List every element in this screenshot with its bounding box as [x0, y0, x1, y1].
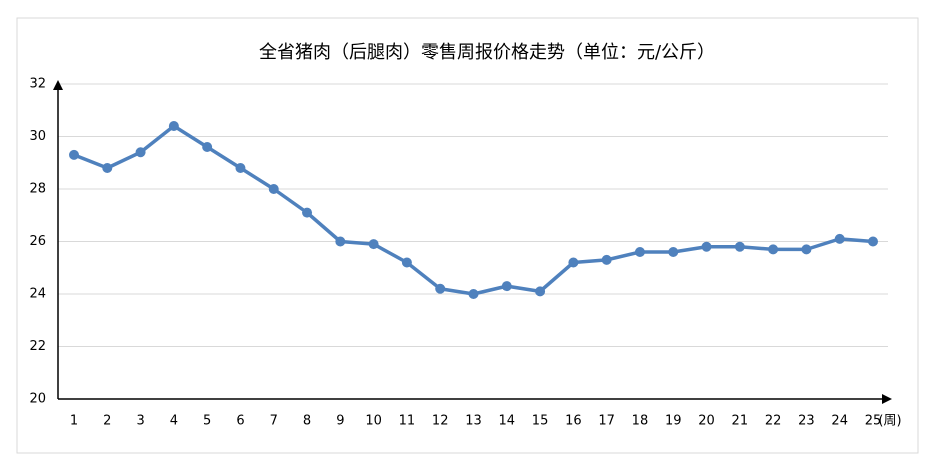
point: [801, 244, 812, 255]
x-tick-label: 22: [765, 414, 782, 429]
point: [435, 283, 446, 294]
point: [135, 147, 146, 158]
x-tick-label: 15: [532, 414, 549, 429]
point: [102, 163, 113, 173]
point: [668, 247, 679, 257]
x-tick-label: 16: [565, 414, 582, 429]
point: [168, 121, 179, 131]
x-axis-label: (周): [878, 414, 901, 429]
point: [634, 247, 645, 257]
chart-border: [16, 17, 919, 454]
point: [268, 184, 279, 194]
point: [468, 289, 479, 299]
x-tick-label: 21: [732, 414, 749, 429]
point: [568, 257, 579, 268]
x-tick-label: 6: [236, 414, 244, 429]
x-tick-label: 2: [103, 414, 111, 429]
point: [202, 142, 213, 152]
x-tick-label: 25: [865, 414, 882, 429]
y-tick-label: 30: [29, 129, 46, 144]
x-tick-label: 17: [598, 414, 615, 429]
x-tick-label: 14: [499, 414, 516, 429]
point: [768, 244, 779, 255]
x-tick-label: 5: [203, 414, 211, 429]
x-tick-label: 13: [465, 414, 482, 429]
point: [734, 241, 745, 252]
point: [235, 163, 246, 173]
y-tick-label: 32: [29, 77, 46, 92]
point: [501, 281, 512, 292]
x-tick-label: 11: [399, 414, 416, 429]
point: [535, 286, 546, 297]
x-tick-label: 18: [632, 414, 649, 429]
point: [335, 236, 346, 247]
x-tick-label: 24: [831, 414, 848, 429]
chart-title: 全省猪肉（后腿肉）零售周报价格走势（单位：元/公斤）: [259, 42, 715, 63]
x-tick-label: 7: [270, 414, 278, 429]
y-tick-label: 26: [29, 234, 46, 249]
y-tick-label: 22: [29, 339, 46, 354]
x-tick-label: 19: [665, 414, 682, 429]
x-tick-label: 12: [432, 414, 449, 429]
y-tick-label: 24: [29, 287, 46, 302]
point: [868, 236, 878, 247]
x-tick-label: 4: [170, 414, 178, 429]
x-tick-label: 8: [303, 414, 311, 429]
point: [69, 149, 79, 160]
y-tick-label: 28: [29, 182, 46, 197]
point: [368, 239, 379, 250]
x-tick-label: 1: [70, 414, 78, 429]
x-tick-label: 23: [798, 414, 815, 429]
y-axis-arrow: [53, 80, 63, 90]
x-axis-arrow: [882, 394, 892, 404]
point: [701, 241, 712, 252]
point: [601, 254, 612, 265]
x-tick-label: 3: [136, 414, 144, 429]
point: [401, 257, 412, 268]
x-tick-label: 9: [336, 414, 344, 429]
point: [302, 207, 313, 218]
x-tick-label: 10: [365, 414, 382, 429]
point: [834, 233, 845, 244]
y-tick-label: 20: [29, 392, 46, 407]
x-tick-label: 20: [698, 414, 715, 429]
